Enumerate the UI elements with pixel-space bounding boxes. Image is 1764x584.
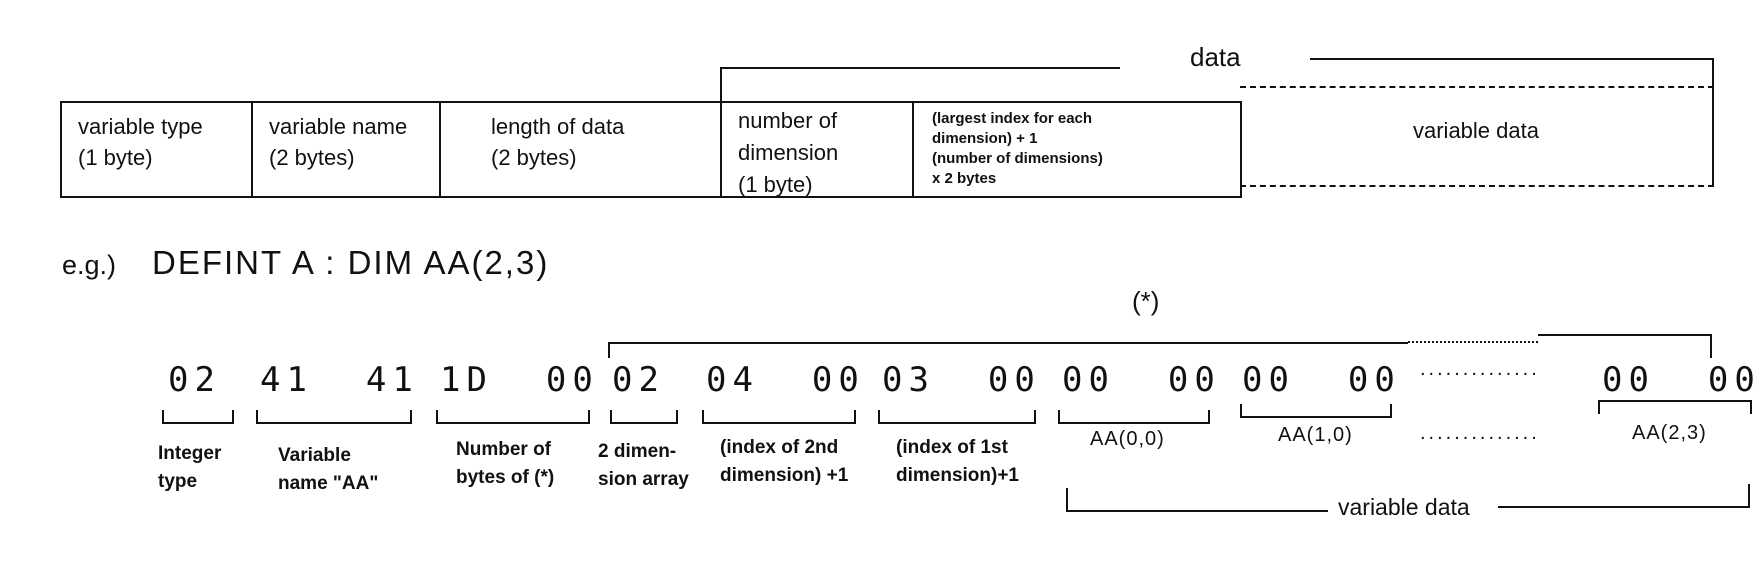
hex-element-aa-1-0: 00 00: [1242, 360, 1401, 400]
variable-data-bottom-dashed: [1240, 185, 1714, 187]
label-element-aa-1-0: AA(1,0): [1278, 424, 1353, 446]
hex-element-aa-0-0: 00 00: [1062, 360, 1221, 400]
label-integer-type: Integer type: [158, 443, 222, 492]
bracket-number-of-dimension: [610, 410, 678, 424]
vardata-bracket-bottom-left: [1066, 510, 1328, 512]
cell-variable-type: variable type (1 byte): [60, 101, 253, 198]
data-bracket-top-right: [1310, 58, 1714, 60]
hex-variable-name: 41 41: [260, 360, 419, 400]
hex-index-2nd-dimension: 04 00: [706, 360, 865, 400]
example-prefix: e.g.): [62, 250, 117, 280]
hex-index-1st-dimension: 03 00: [882, 360, 1041, 400]
vardata-bracket-bottom-right: [1498, 506, 1750, 508]
data-bracket-left: [720, 67, 722, 101]
star-bracket-dotted: [1408, 341, 1538, 343]
data-label: data: [1190, 42, 1241, 72]
data-bracket-right: [1712, 58, 1714, 85]
star-bracket-top-right: [1538, 334, 1712, 336]
bracket-variable-name: [256, 410, 412, 424]
bracket-element-aa-1-0: [1240, 404, 1392, 418]
label-ellipsis: ..............: [1420, 422, 1540, 444]
variable-data-label: variable data: [1338, 494, 1470, 520]
bracket-index-2nd-dimension: [702, 410, 856, 424]
cell-largest-index: (largest index for each dimension) + 1 (…: [912, 101, 1242, 198]
label-index-1st-dimension: (index of 1st dimension)+1: [896, 437, 1019, 486]
bracket-element-aa-0-0: [1058, 410, 1210, 424]
cell-length-of-data: length of data (2 bytes): [439, 101, 722, 198]
bracket-element-aa-2-3: [1598, 400, 1752, 414]
vardata-bracket-left: [1066, 488, 1068, 512]
star-bracket-top: [608, 342, 1408, 344]
label-2-dimension-array: 2 dimen- sion array: [598, 441, 689, 490]
cell-number-of-dimension: number of dimension (1 byte): [720, 101, 914, 198]
hex-length-of-data: 1D 00: [440, 360, 599, 400]
star-bracket-left: [608, 342, 610, 358]
bracket-variable-type: [162, 410, 234, 424]
bracket-index-1st-dimension: [878, 410, 1036, 424]
hex-element-aa-2-3: 00 00: [1602, 360, 1761, 400]
star-bracket-right: [1710, 334, 1712, 358]
label-element-aa-0-0: AA(0,0): [1090, 428, 1165, 450]
label-variable-name: Variable name "AA": [278, 445, 379, 494]
hex-number-of-dimension: 02: [612, 360, 665, 400]
label-number-of-bytes: Number of bytes of (*): [456, 439, 555, 488]
data-bracket-top-left: [720, 67, 1120, 69]
hex-variable-type: 02: [168, 360, 221, 400]
vardata-bracket-right: [1748, 484, 1750, 508]
bracket-length-of-data: [436, 410, 590, 424]
cell-variable-data: variable data: [1413, 118, 1539, 143]
label-element-aa-2-3: AA(2,3): [1632, 422, 1707, 444]
star-label: (*): [1132, 286, 1160, 316]
label-index-2nd-dimension: (index of 2nd dimension) +1: [720, 437, 849, 486]
example-code: DEFINT A : DIM AA(2,3): [152, 244, 550, 281]
hex-ellipsis: ..............: [1420, 358, 1540, 380]
variable-data-right-edge: [1712, 85, 1714, 186]
cell-variable-name: variable name (2 bytes): [251, 101, 441, 198]
variable-data-top-dashed: [1240, 86, 1714, 88]
